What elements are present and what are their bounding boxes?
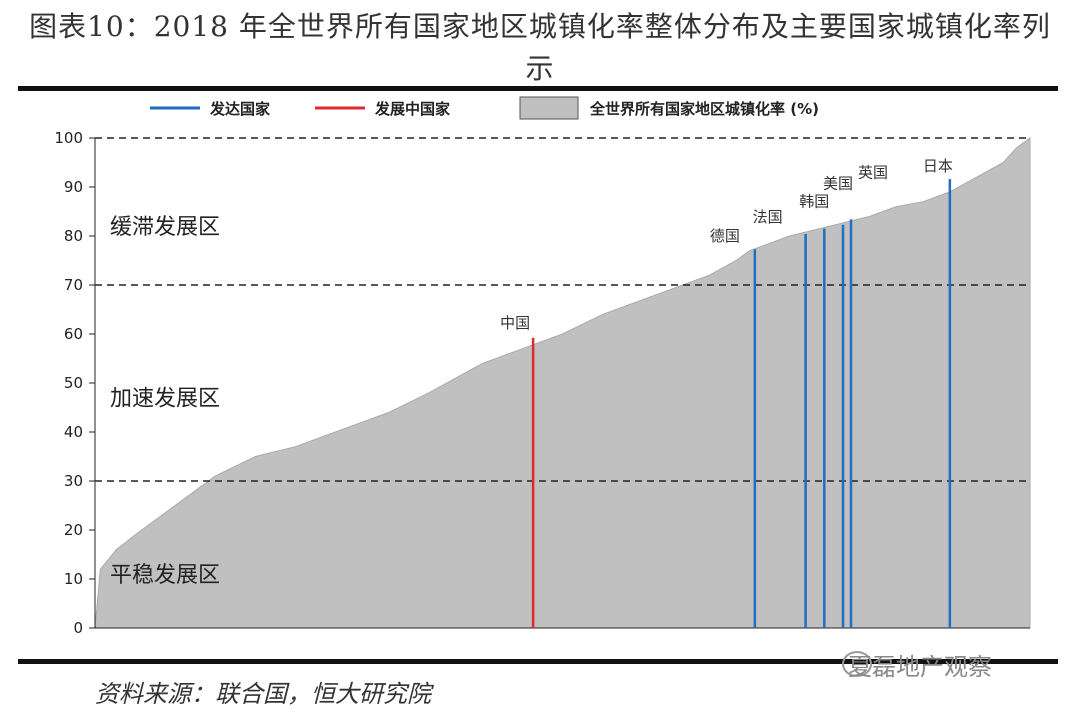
marker-label: 中国 xyxy=(500,314,530,332)
top-rule xyxy=(18,86,1058,91)
legend-label: 全世界所有国家地区城镇化率 (%) xyxy=(589,100,819,118)
legend-swatch xyxy=(519,96,579,120)
y-tick-label: 20 xyxy=(64,521,83,539)
marker-label: 韩国 xyxy=(799,193,829,211)
source-note: 资料来源：联合国，恒大研究院 xyxy=(95,680,431,708)
marker-label: 日本 xyxy=(923,157,953,175)
marker-label: 英国 xyxy=(858,163,888,181)
wechat-icon xyxy=(842,651,872,677)
legend-label: 发达国家 xyxy=(209,100,270,118)
zone-label: 加速发展区 xyxy=(110,387,220,412)
y-tick-label: 50 xyxy=(64,374,83,392)
marker-label: 法国 xyxy=(753,208,783,226)
zone-label: 平稳发展区 xyxy=(110,563,220,588)
y-tick-label: 80 xyxy=(64,227,83,245)
y-tick-label: 90 xyxy=(64,178,83,196)
y-tick-label: 0 xyxy=(73,619,83,637)
legend-label: 发展中国家 xyxy=(374,100,450,118)
y-tick-label: 60 xyxy=(64,325,83,343)
area-urbanization xyxy=(94,137,1031,629)
y-tick-label: 10 xyxy=(64,570,83,588)
urbanization-area-chart: 发达国家 发展中国家 全世界所有国家地区城镇化率 (%) 0 10 20 30 40 50 60… xyxy=(54,96,1031,637)
y-tick-label: 40 xyxy=(64,423,83,441)
watermark: 夏磊地产观察 xyxy=(848,653,992,681)
marker-label: 德国 xyxy=(710,227,740,245)
y-tick-label: 30 xyxy=(64,472,83,490)
zone-label: 缓滞发展区 xyxy=(110,215,220,240)
chart-title: 图表10：2018 年全世界所有国家地区城镇化率整体分布及主要国家城镇化率列示 xyxy=(29,10,1051,85)
bottom-rule xyxy=(18,659,1058,664)
y-tick-label: 100 xyxy=(54,129,83,147)
marker-label: 美国 xyxy=(823,175,853,193)
y-tick-label: 70 xyxy=(64,276,83,294)
legend: 发达国家 发展中国家 全世界所有国家地区城镇化率 (%) xyxy=(150,96,819,120)
